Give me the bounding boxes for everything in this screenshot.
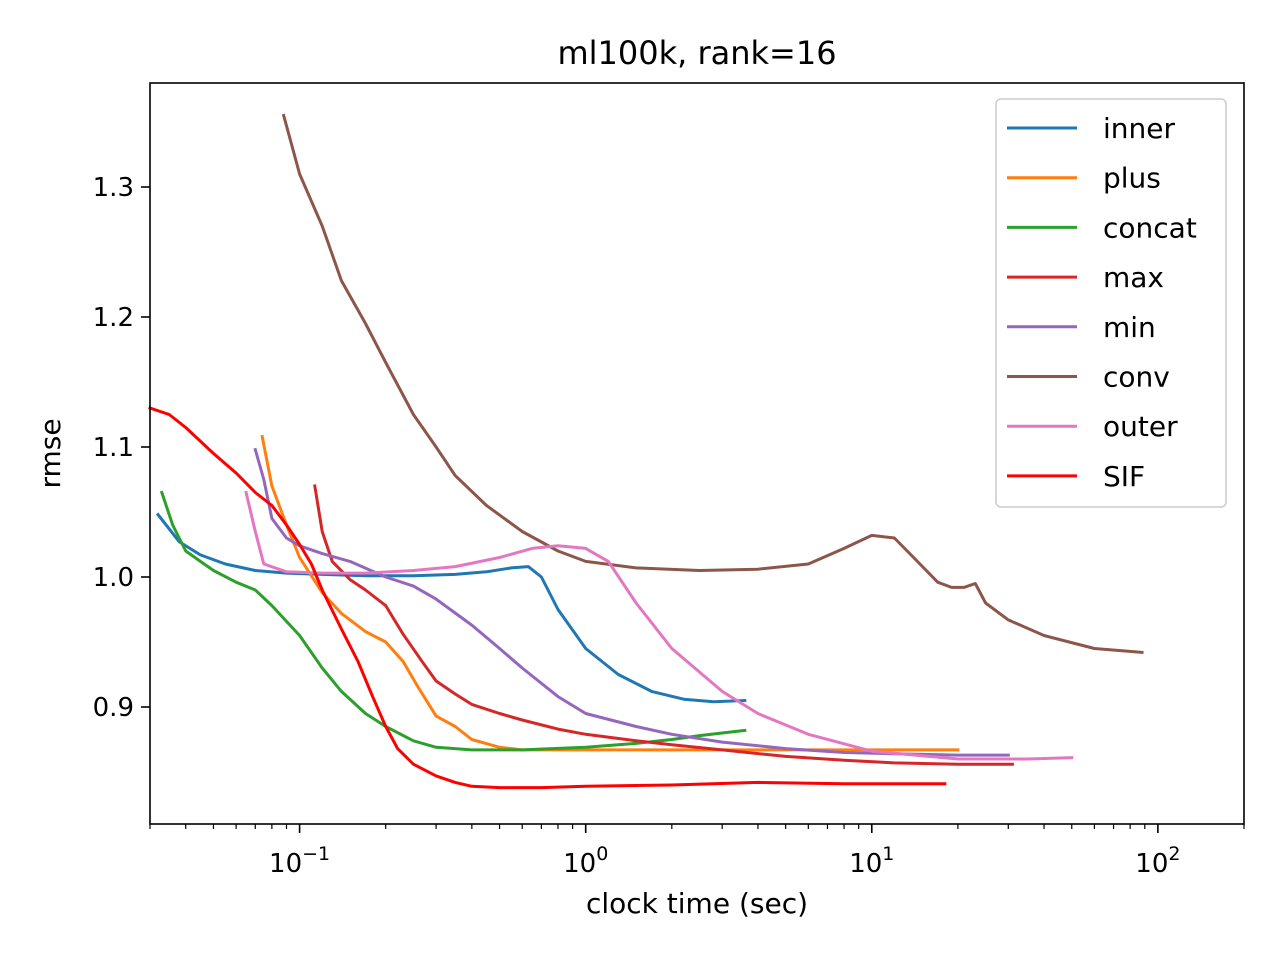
x-tick-label: 100 xyxy=(563,843,608,879)
series-line-inner xyxy=(155,512,747,704)
x-tick-label: 101 xyxy=(849,843,894,879)
series-line-outer xyxy=(244,490,1074,761)
series-line-sif xyxy=(148,406,947,790)
x-axis-label: clock time (sec) xyxy=(586,887,808,920)
legend-label-outer: outer xyxy=(1103,410,1178,443)
legend-label-inner: inner xyxy=(1103,112,1175,145)
legend-label-concat: concat xyxy=(1103,211,1197,244)
legend-label-min: min xyxy=(1103,311,1156,344)
series-line-conv xyxy=(281,113,1144,655)
y-tick-label: 1.3 xyxy=(93,173,134,203)
y-tick-label: 0.9 xyxy=(93,693,134,723)
y-axis: 0.9 1.0 1.1 1.2 1.3 xyxy=(93,173,150,723)
y-tick-label: 1.1 xyxy=(93,433,134,463)
plot-frame xyxy=(149,82,1245,825)
legend: inner plus concat max min conv outer SIF xyxy=(995,98,1227,508)
y-tick-label: 1.0 xyxy=(93,563,134,593)
chart-title: ml100k, rank=16 xyxy=(557,34,836,72)
x-axis: 10−1 100 101 102 xyxy=(149,824,1245,879)
series-layer xyxy=(148,113,1144,790)
series-line-plus xyxy=(260,434,960,752)
y-tick-label: 1.2 xyxy=(93,303,134,333)
legend-label-max: max xyxy=(1103,261,1164,294)
x-tick-label: 102 xyxy=(1135,843,1180,879)
y-axis-label: rmse xyxy=(34,418,67,488)
legend-frame xyxy=(995,98,1227,508)
legend-label-plus: plus xyxy=(1103,162,1161,195)
legend-label-conv: conv xyxy=(1103,361,1170,394)
legend-label-sif: SIF xyxy=(1103,460,1145,493)
series-line-max xyxy=(313,484,1014,766)
series-line-min xyxy=(253,447,1010,757)
x-tick-label: 10−1 xyxy=(269,843,330,879)
